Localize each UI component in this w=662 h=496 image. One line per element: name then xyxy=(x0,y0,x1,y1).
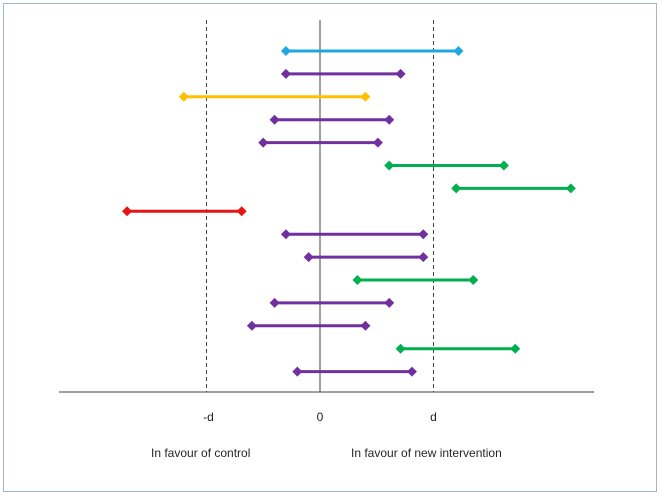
interval-low-marker xyxy=(303,252,314,263)
interval-high-marker xyxy=(498,160,509,171)
interval-high-marker xyxy=(395,68,406,79)
interval-high-marker xyxy=(418,229,429,240)
tick-label-pos-d: d xyxy=(430,410,437,424)
interval-low-marker xyxy=(280,229,291,240)
interval-low-marker xyxy=(122,206,133,217)
interval-low-marker xyxy=(352,275,363,285)
interval-low-marker xyxy=(280,46,291,56)
interval-high-marker xyxy=(360,91,371,102)
interval-low-marker xyxy=(269,297,280,308)
interval-high-marker xyxy=(565,183,576,194)
interval-series xyxy=(122,46,576,377)
interval-high-marker xyxy=(384,114,395,125)
interval-high-marker xyxy=(372,137,383,148)
interval-low-marker xyxy=(384,160,395,171)
interval-high-marker xyxy=(406,366,417,377)
label-in-favour-of-control: In favour of control xyxy=(151,446,250,460)
interval-low-marker xyxy=(269,114,280,125)
label-in-favour-of-new-intervention: In favour of new intervention xyxy=(351,446,502,460)
tick-label-zero: 0 xyxy=(317,410,324,424)
interval-low-marker xyxy=(246,320,257,331)
tick-label-neg-d: -d xyxy=(203,410,214,424)
interval-low-marker xyxy=(280,68,291,79)
interval-high-marker xyxy=(453,46,464,56)
interval-low-marker xyxy=(395,343,406,354)
interval-high-marker xyxy=(236,206,247,217)
interval-high-marker xyxy=(510,343,521,354)
interval-high-marker xyxy=(418,252,429,263)
interval-low-marker xyxy=(451,183,462,194)
interval-high-marker xyxy=(384,297,395,308)
interval-high-marker xyxy=(468,275,479,285)
interval-high-marker xyxy=(360,320,371,331)
figure-frame xyxy=(3,3,657,492)
interval-low-marker xyxy=(178,91,189,102)
interval-low-marker xyxy=(292,366,303,377)
interval-low-marker xyxy=(258,137,269,148)
